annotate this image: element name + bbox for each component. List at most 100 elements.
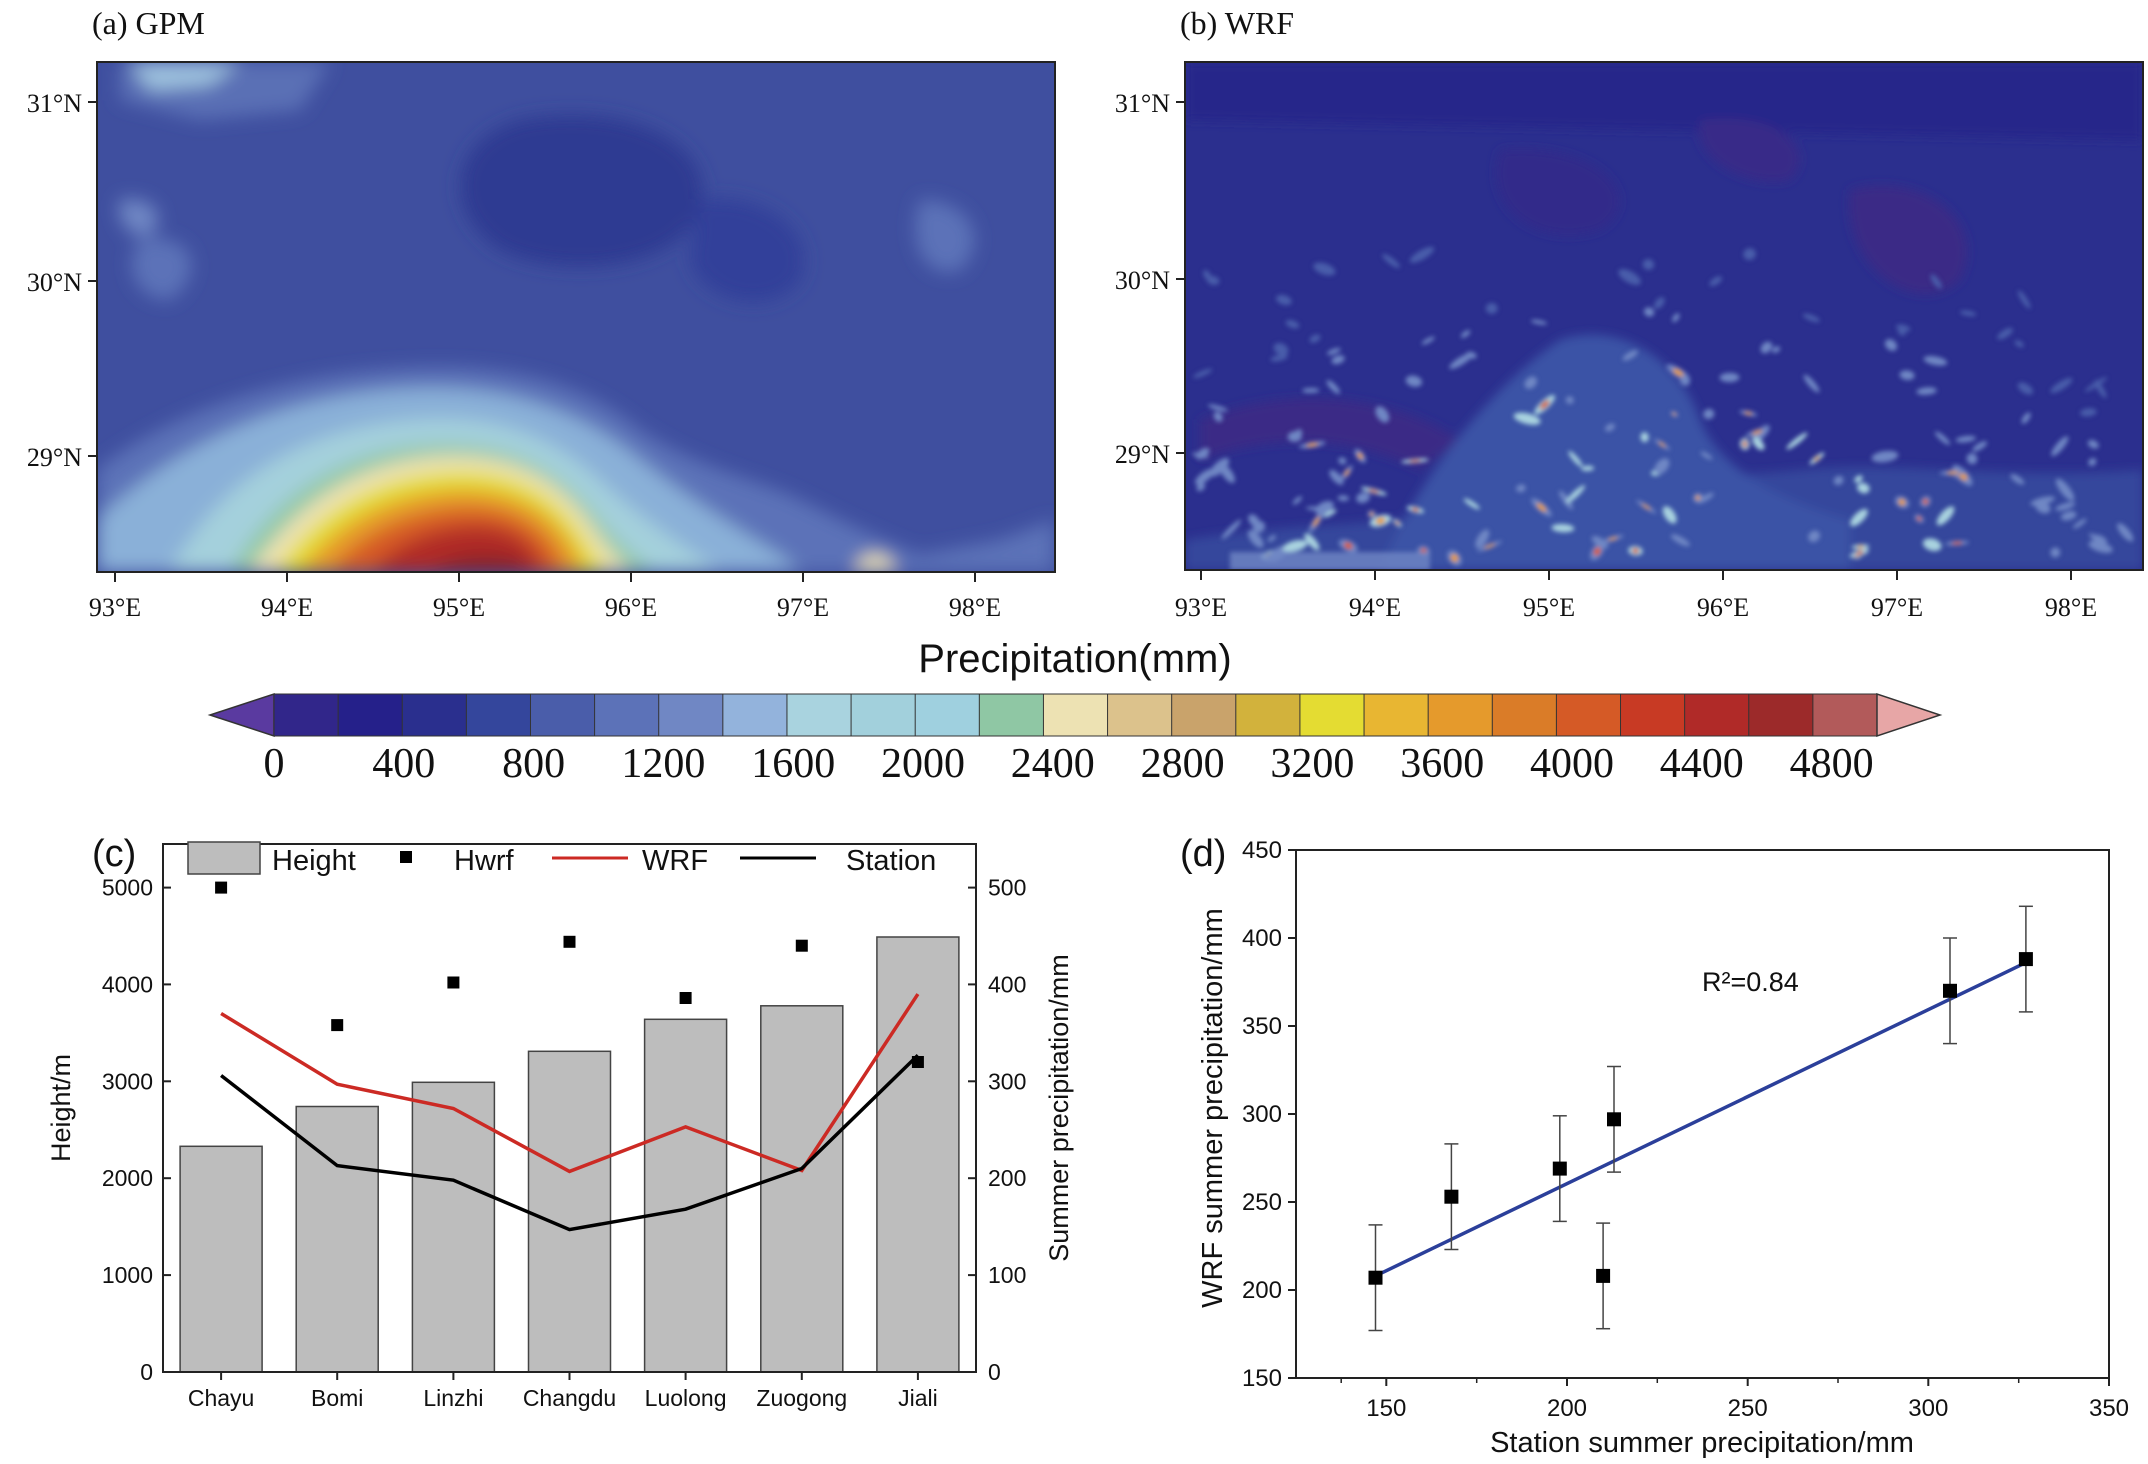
- panel-b-lon-ticks: 93°E 94°E 95°E 96°E 97°E 98°E: [1175, 570, 2097, 622]
- hwrf-marker: [215, 881, 228, 894]
- wrf-line: [220, 993, 920, 1174]
- wrf-cell: [1530, 319, 1548, 325]
- panel-c-label: (c): [92, 833, 136, 875]
- wrf-core: [1344, 469, 1350, 477]
- d-axes: 150 200 250 300 350 150 200 250 300 350 400 450: [1242, 837, 2129, 1422]
- panel-a-frame: [96, 61, 1056, 573]
- wrf-cell: [1808, 530, 1821, 543]
- wrf-core: [1450, 554, 1459, 562]
- c-lines: [220, 993, 920, 1232]
- regression-line: [1374, 961, 2027, 1278]
- wrf-cell: [2088, 458, 2097, 466]
- wrf-cell: [1485, 302, 1498, 314]
- wrf-core: [1951, 541, 1963, 545]
- colorbar-cell: [529, 693, 596, 737]
- panel-b-frame: [1184, 61, 2144, 571]
- d-y-tick-label: 450: [1242, 837, 1282, 864]
- legend-hwrf-swatch: [400, 851, 412, 863]
- wrf-cell: [1622, 350, 1639, 361]
- panel-b-lon-label: 98°E: [2045, 593, 2097, 622]
- wrf-cell: [1640, 432, 1649, 443]
- wrf-core: [1608, 536, 1618, 541]
- colorbar-tick-label: 800: [502, 741, 565, 787]
- colorbar-cell: [658, 693, 724, 737]
- wrf-cell: [1193, 368, 1213, 379]
- c-axes: 0 1000 2000 3000 4000 5000 0 100 200 300 400 500 Cha…: [102, 875, 1027, 1411]
- wrf-cell: [1270, 354, 1288, 362]
- wrf-core: [1536, 503, 1547, 512]
- wrf-core: [1813, 455, 1821, 462]
- wrf-cell: [2060, 511, 2077, 521]
- c-category-label: Luolong: [645, 1385, 727, 1411]
- d-y-tick-label: 300: [1242, 1101, 1282, 1128]
- wrf-cell: [1524, 376, 1537, 389]
- wrf-cell: [2035, 501, 2051, 514]
- wrf-cell: [1591, 536, 1609, 549]
- colorbar-cell: [1427, 693, 1494, 737]
- hwrf-marker: [563, 935, 576, 948]
- wrf-core: [1411, 507, 1420, 512]
- wrf-core: [1856, 545, 1865, 549]
- legend-hwrf-label: Hwrf: [454, 845, 515, 877]
- wrf-cell: [1850, 508, 1868, 527]
- colorbar-cell: [401, 693, 468, 737]
- wrf-core: [1898, 498, 1906, 506]
- wrf-cell: [1642, 259, 1655, 270]
- colorbar-cell: [1491, 693, 1558, 737]
- wrf-cell: [1916, 387, 1937, 395]
- wrf-core: [1672, 368, 1684, 377]
- height-bar: [411, 1081, 496, 1373]
- panel-a-label: (a) GPM: [92, 5, 205, 41]
- colorbar-cell: [978, 693, 1045, 737]
- wrf-cell: [1421, 336, 1435, 345]
- hwrf-marker: [331, 1019, 344, 1032]
- wrf-cell: [1899, 370, 1915, 381]
- panel-d: (d) 150 200 250 300 350 150 200 250 300 350 400 450…: [1180, 833, 2129, 1459]
- wrf-core: [1744, 411, 1753, 415]
- wrf-cell: [1558, 490, 1574, 510]
- d-x-tick-label: 250: [1728, 1395, 1768, 1422]
- colorbar-cell: [1171, 693, 1237, 737]
- wrf-cell: [1743, 248, 1756, 260]
- wrf-cell: [1871, 450, 1899, 463]
- wrf-cell: [1309, 334, 1321, 343]
- scatter-point: [1552, 1161, 1567, 1176]
- panel-a-lon-label: 96°E: [605, 593, 657, 622]
- panel-a: (a) GPM: [27, 5, 1056, 622]
- d-y-tick-label: 150: [1242, 1365, 1282, 1392]
- colorbar-title: Precipitation(mm): [918, 637, 1231, 681]
- wrf-cell: [1604, 423, 1616, 432]
- c-markers: [215, 881, 924, 1068]
- wrf-cell: [1247, 530, 1264, 548]
- panel-c: (c) 0 1000 2000 3000 4000 5000 0 100 200 300 400 50…: [46, 833, 1074, 1411]
- wrf-cell: [1618, 269, 1641, 285]
- wrf-cell: [1703, 408, 1715, 420]
- hwrf-marker: [447, 976, 460, 989]
- colorbar-cell: [722, 693, 788, 737]
- colorbar-tick-label: 1200: [621, 741, 705, 787]
- wrf-core: [1484, 543, 1496, 549]
- wrf-cell: [1466, 351, 1477, 359]
- wrf-cell: [1337, 495, 1349, 502]
- wrf-cell: [1803, 374, 1820, 393]
- wrf-cell: [2050, 547, 2061, 558]
- d-x-tick-label: 300: [1908, 1395, 1948, 1422]
- wrf-core: [1312, 516, 1320, 527]
- panel-b-lat-label: 30°N: [1115, 266, 1170, 295]
- scatter-point: [1607, 1112, 1621, 1127]
- colorbar-cell: [465, 693, 532, 737]
- colorbar-cells: [207, 692, 1943, 738]
- wrf-cell: [1194, 468, 1215, 485]
- colorbar-cell: [1042, 693, 1109, 737]
- colorbar-cell: [1107, 693, 1173, 737]
- panel-a-lat-label: 29°N: [27, 443, 82, 472]
- wrf-cell: [1252, 520, 1266, 533]
- wrf-cell: [1313, 262, 1336, 276]
- wrf-cell: [1213, 411, 1223, 422]
- c-category-label: Zuogong: [756, 1385, 847, 1411]
- scatter-point: [1943, 983, 1957, 998]
- colorbar-max-arrow: [1876, 692, 1943, 738]
- wrf-core: [1672, 412, 1677, 416]
- wrf-cell: [1221, 519, 1242, 540]
- wrf-cell: [1897, 329, 1906, 336]
